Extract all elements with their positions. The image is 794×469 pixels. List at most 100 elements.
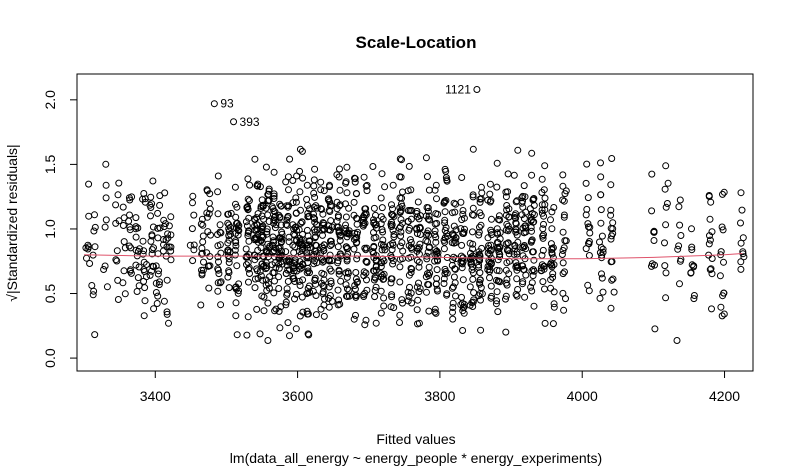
data-point [283, 285, 291, 293]
data-point [407, 264, 415, 272]
data-point [289, 241, 297, 249]
data-point [548, 208, 556, 216]
data-point [334, 257, 342, 265]
data-point [363, 181, 371, 189]
data-point [245, 237, 253, 245]
data-point [493, 297, 501, 305]
data-point [282, 221, 290, 228]
data-point [407, 186, 415, 194]
data-point [361, 289, 369, 297]
data-point [387, 275, 395, 283]
data-point [224, 239, 232, 247]
data-point [231, 251, 239, 259]
data-point [214, 242, 222, 250]
data-point [190, 246, 198, 254]
data-point [460, 228, 468, 236]
data-point [245, 197, 253, 205]
data-point [310, 210, 317, 218]
data-point [336, 202, 343, 210]
data-point [512, 259, 520, 267]
data-point [690, 295, 698, 303]
data-point [377, 263, 385, 271]
data-point [380, 270, 388, 278]
data-point [608, 276, 616, 284]
data-point [140, 312, 148, 320]
data-point [662, 269, 670, 277]
data-point [263, 264, 271, 272]
data-point [140, 277, 148, 285]
data-point [585, 252, 593, 259]
data-point [390, 304, 398, 312]
data-point [370, 276, 378, 284]
data-point [304, 284, 312, 292]
data-point [101, 223, 109, 231]
data-point [477, 221, 485, 229]
data-point [370, 204, 378, 212]
data-point [244, 195, 252, 203]
data-point [687, 269, 695, 277]
data-point [495, 212, 503, 220]
data-point [514, 146, 522, 154]
data-point [518, 262, 526, 270]
data-point [513, 275, 521, 283]
data-point [441, 265, 449, 273]
data-point [415, 215, 423, 223]
data-point [608, 155, 616, 162]
data-point [518, 211, 526, 219]
data-point [488, 259, 495, 267]
data-point [529, 272, 537, 280]
data-point [216, 279, 224, 287]
data-point [502, 292, 510, 300]
data-point [381, 183, 389, 191]
x-axis-title: Fitted values [376, 431, 455, 447]
data-point [415, 263, 423, 271]
data-point [477, 326, 485, 334]
data-point [152, 289, 160, 296]
data-point [469, 204, 477, 212]
data-point [450, 232, 458, 240]
data-point [319, 258, 327, 266]
data-point [360, 291, 367, 299]
data-point [477, 296, 484, 304]
data-point [371, 293, 379, 301]
data-point [125, 242, 133, 250]
data-point [416, 285, 424, 292]
data-point [718, 312, 726, 320]
data-point [102, 160, 110, 168]
data-point [407, 269, 415, 276]
data-point [494, 308, 502, 316]
data-point [395, 224, 403, 232]
x-axis: 3400 3600 3800 4000 4200 [140, 370, 740, 404]
data-point [337, 277, 345, 285]
data-point [286, 332, 293, 340]
data-point [283, 216, 291, 224]
data-point [369, 163, 377, 170]
data-point [297, 206, 304, 214]
data-point [154, 209, 162, 217]
data-point [275, 264, 283, 272]
data-point [136, 245, 143, 253]
data-point [310, 182, 318, 190]
data-point [372, 319, 380, 327]
data-point [583, 205, 591, 213]
data-point [282, 298, 290, 306]
data-point [719, 292, 727, 300]
data-point [514, 286, 522, 293]
data-point [512, 225, 519, 233]
data-point [377, 194, 385, 202]
data-point [561, 190, 569, 198]
data-point [718, 223, 726, 231]
data-point [216, 221, 224, 229]
data-point [91, 223, 99, 231]
data-point [390, 233, 398, 241]
data-point [225, 232, 233, 240]
data-point [327, 237, 335, 245]
data-point [258, 231, 266, 239]
data-point [458, 241, 466, 249]
data-point [101, 262, 109, 270]
data-point [317, 178, 325, 186]
data-point [559, 247, 567, 254]
data-point [719, 190, 726, 198]
data-point [139, 237, 147, 245]
data-point [451, 236, 459, 244]
